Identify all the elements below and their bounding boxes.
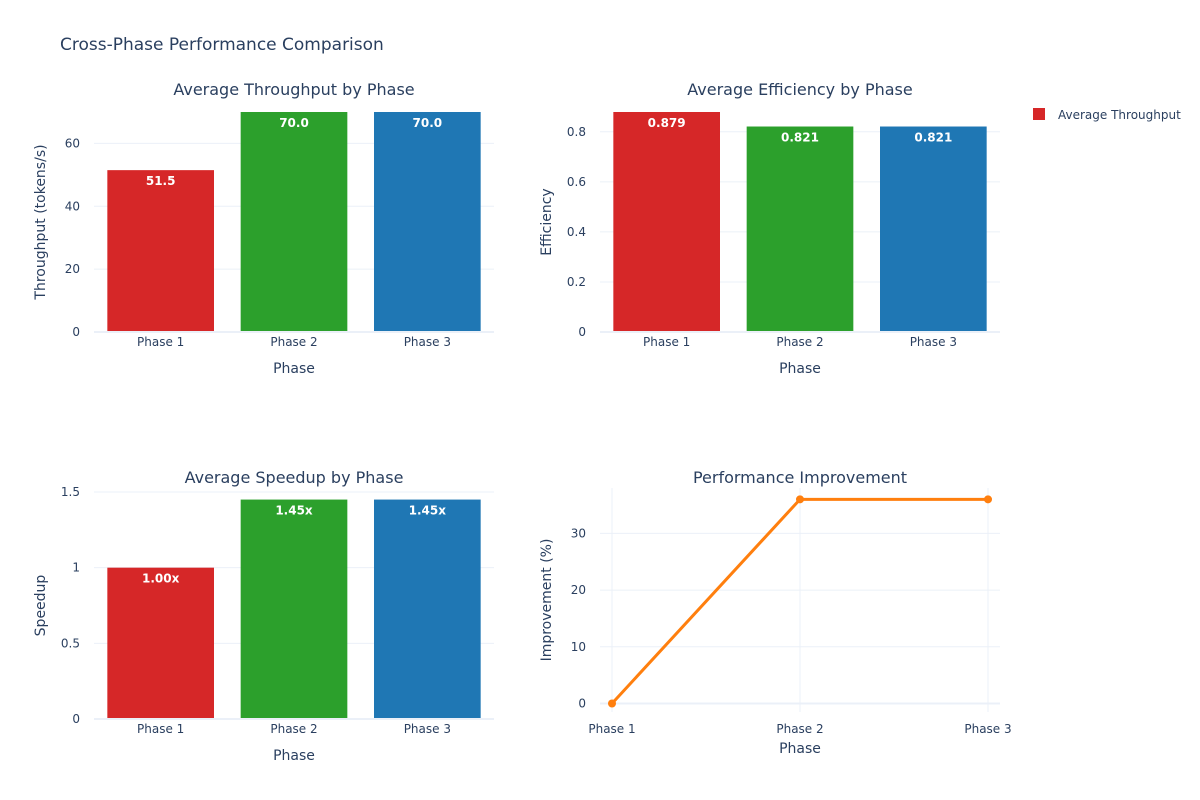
bar-data-label: 70.0: [413, 116, 443, 130]
x-tick-label: Phase 2: [270, 722, 317, 736]
x-tick-label: Phase 1: [588, 722, 635, 736]
bar-data-label: 70.0: [279, 116, 309, 130]
data-point: [796, 495, 804, 504]
subplot-title: Performance Improvement: [693, 468, 907, 487]
bar-data-label: 0.879: [648, 116, 686, 130]
subplot-title: Average Throughput by Phase: [173, 80, 414, 99]
subplots: Average Throughput by Phase 0 20 40 60 Throug…: [33, 80, 1012, 764]
x-tick-label: Phase 3: [404, 722, 451, 736]
bar-phase-1: [613, 112, 720, 332]
y-tick-label: 20: [571, 583, 586, 597]
y-tick-label: 60: [65, 136, 80, 150]
legend-swatch: [1033, 108, 1045, 120]
y-tick-label: 40: [65, 199, 80, 213]
bar-phase-2: [240, 499, 348, 719]
y-tick-label: 0.8: [567, 125, 586, 139]
y-axis-title: Speedup: [33, 575, 49, 637]
bar-phase-2: [240, 112, 348, 332]
x-tick-label: Phase 2: [270, 335, 317, 349]
x-axis-title: Phase: [273, 361, 315, 377]
bar-phase-3: [880, 126, 987, 332]
x-tick-label: Phase 1: [643, 335, 690, 349]
subplot-1: Average Throughput by Phase 0 20 40 60 Throug…: [33, 80, 494, 377]
bar-data-label: 0.821: [781, 131, 819, 145]
y-tick-label: 0: [72, 325, 80, 339]
bar-phase-1: [107, 170, 214, 332]
bar-phase-1: [107, 567, 214, 719]
x-tick-label: Phase 1: [137, 722, 184, 736]
subplot-title: Average Efficiency by Phase: [687, 80, 912, 99]
data-point: [984, 495, 992, 504]
x-axis-title: Phase: [273, 748, 315, 764]
x-tick-label: Phase 3: [404, 335, 451, 349]
x-tick-label: Phase 2: [776, 722, 823, 736]
data-point: [608, 699, 616, 708]
y-tick-label: 1: [72, 561, 80, 575]
y-tick-label: 0: [72, 712, 80, 726]
y-tick-label: 20: [65, 262, 80, 276]
x-tick-label: Phase 3: [964, 722, 1011, 736]
x-tick-label: Phase 3: [910, 335, 957, 349]
y-tick-label: 0.2: [567, 275, 586, 289]
x-tick-label: Phase 2: [776, 335, 823, 349]
subplot-4: Performance Improvement 0 10 20 30 Improvemen…: [539, 468, 1012, 757]
bar-data-label: 51.5: [146, 174, 176, 188]
bar-phase-3: [374, 112, 481, 332]
subplot-3: Average Speedup by Phase 0 0.5 1 1.5 Speedup P…: [33, 468, 494, 764]
y-tick-label: 1.5: [61, 485, 80, 499]
bar-data-label: 1.00x: [142, 572, 180, 586]
x-tick-label: Phase 1: [137, 335, 184, 349]
y-tick-label: 0.5: [61, 636, 80, 650]
y-tick-label: 10: [571, 640, 586, 654]
subplot-2: Average Efficiency by Phase 0 0.2 0.4 0.6 0.8…: [539, 80, 1000, 377]
legend[interactable]: Average Throughput: [1033, 108, 1181, 122]
bar-data-label: 1.45x: [275, 504, 313, 518]
x-axis-title: Phase: [779, 361, 821, 377]
y-axis-title: Throughput (tokens/s): [33, 144, 49, 300]
bar-phase-2: [746, 126, 854, 332]
y-tick-label: 0.4: [567, 225, 586, 239]
y-tick-label: 0.6: [567, 175, 586, 189]
y-tick-label: 0: [578, 325, 586, 339]
bar-phase-3: [374, 499, 481, 719]
y-axis-title: Improvement (%): [539, 539, 555, 662]
y-axis-title: Efficiency: [539, 188, 555, 255]
y-tick-label: 0: [578, 696, 586, 710]
y-tick-label: 30: [571, 526, 586, 540]
legend-label: Average Throughput: [1058, 108, 1181, 122]
bar-data-label: 0.821: [914, 131, 952, 145]
figure-title: Cross-Phase Performance Comparison: [60, 35, 384, 55]
subplot-title: Average Speedup by Phase: [185, 468, 404, 487]
x-axis-title: Phase: [779, 741, 821, 757]
bar-data-label: 1.45x: [409, 504, 447, 518]
